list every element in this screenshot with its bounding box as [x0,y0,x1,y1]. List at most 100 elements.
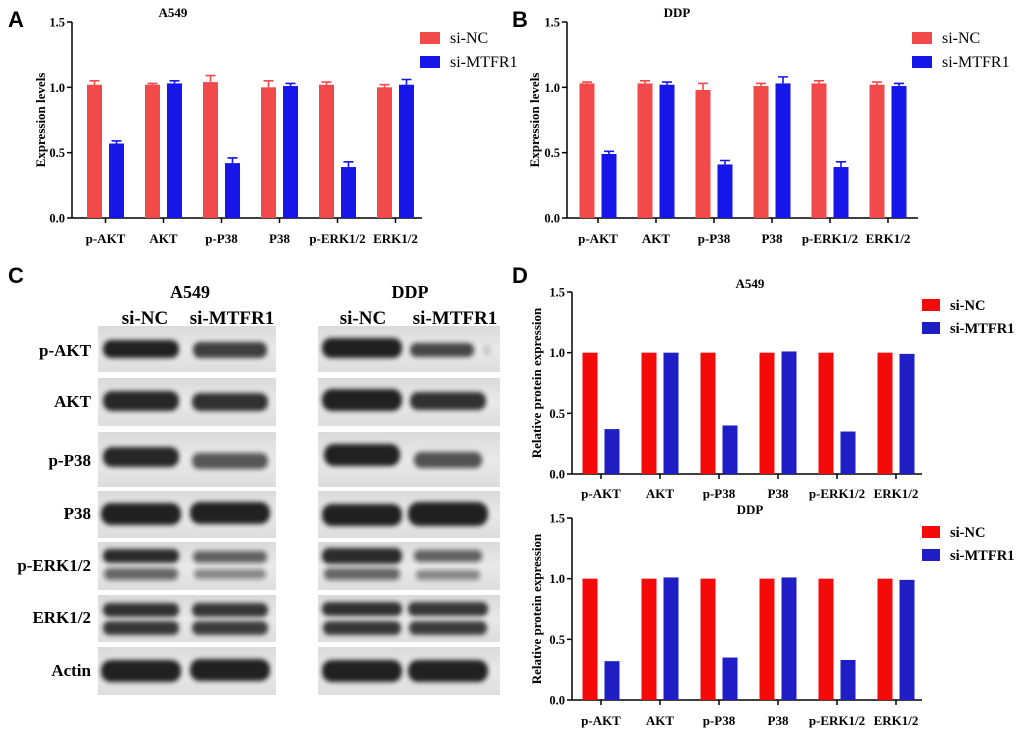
blot-band-a549-si-nc-akt [103,391,179,411]
x-tick-label-p-akt: p-AKT [578,231,618,246]
bar-si-mtfr1-p38 [283,86,298,218]
legend-label-si-mtfr1: si-MTFR1 [450,54,518,71]
x-tick-label-p-p38: p-P38 [205,231,238,246]
y-tick-label: 1.5 [549,286,565,300]
x-tick-label-p38: P38 [768,713,789,728]
blot-band-a549-si-mtfr1-p-erk1-2 [194,569,266,579]
bar-si-mtfr1-p-erk1-2 [833,167,849,218]
bar-si-mtfr1-p-erk1-2 [840,659,856,700]
bar-si-mtfr1-erk1-2 [399,84,414,218]
error-bar-si-nc-p-akt [582,81,592,84]
legend-label-si-mtfr1: si-MTFR1 [950,321,1014,337]
blot-band-ddp-si-nc-actin [322,660,402,682]
error-bar-si-mtfr1-erk1-2 [401,78,412,85]
y-axis-label: Expression levels [527,73,542,168]
legend-swatch-si-mtfr1 [922,549,940,561]
blot-band-a549-si-mtfr1-actin [190,659,270,681]
bar-si-nc-akt [641,352,657,474]
error-bar-si-nc-erk1-2 [872,81,882,85]
y-tick-label: 0.5 [549,633,565,647]
bar-si-nc-akt [145,84,160,218]
y-tick-label: 0.0 [549,694,565,708]
error-bar-si-mtfr1-p-p38 [227,157,238,164]
error-bar-si-nc-akt [640,80,650,84]
western-blot-panel: A549 DDP si-NC si-MTFR1 si-NC si-MTFR1 p… [17,282,500,695]
y-tick-label: 1.5 [544,16,560,30]
blot-row-label-akt: AKT [54,392,92,411]
blot-lane-label-ddp-si-nc: si-NC [340,308,386,329]
blot-band-a549-si-mtfr1-p-erk1-2 [193,551,267,563]
legend-swatch-si-mtfr1 [922,322,940,334]
expression-chart-a549: 0.0 0.5 1.0 1.5 p-AKT AKT p-P38 P38 p-ERK1/2 ERK1… [33,5,518,246]
bar-si-nc-p-erk1-2 [818,352,834,474]
blot-lane-label-a549-si-mtfr1: si-MTFR1 [190,308,274,329]
blot-band-ddp-si-mtfr1-p-p38 [414,452,482,468]
blot-band-a549-si-nc-p38 [101,503,181,525]
blot-band-ddp-si-nc-p38 [322,504,402,526]
bar-si-mtfr1-erk1-2 [891,86,907,218]
blot-band-a549-si-nc-p-erk1-2 [104,568,178,580]
x-tick-label-akt: AKT [646,713,675,728]
panel-label-d: D [512,263,528,288]
blot-band-ddp-si-mtfr1-akt [410,392,486,410]
legend-label-si-nc: si-NC [950,525,985,541]
bar-si-nc-p-p38 [695,89,711,219]
error-bar-si-mtfr1-p38 [285,82,296,87]
blot-band-ddp-si-nc-p-erk1-2 [322,548,402,564]
bar-si-nc-akt [637,83,653,218]
x-tick-label-erk1-2: ERK1/2 [373,231,418,246]
error-bar-si-mtfr1-akt [169,80,180,84]
x-tick-label-erk1-2: ERK1/2 [874,713,919,728]
x-tick-label-p-akt: p-AKT [581,486,621,501]
bar-si-nc-akt [641,578,657,700]
chart-title: DDP [737,502,764,517]
blot-rows: p-AKT AKT p-P38 P38 p-ERK1/2 ERK1/2 Actin [17,326,500,695]
bar-si-mtfr1-p-p38 [225,163,240,218]
bar-si-mtfr1-p38 [781,351,797,474]
blot-band-ddp-si-mtfr1-erk1-2 [408,602,488,616]
x-tick-label-p-p38: p-P38 [703,713,736,728]
chart-title: A549 [736,276,765,291]
error-bar-si-nc-p-erk1-2 [321,81,332,85]
blot-band-ddp-si-mtfr1-p-akt [483,345,491,355]
y-axis-label: Relative protein expression [529,307,544,458]
error-bar-si-nc-p-akt [89,80,100,85]
panel-label-a: A [8,7,24,32]
legend-swatch-si-mtfr1 [912,56,932,68]
error-bar-si-mtfr1-p-erk1-2 [343,161,354,168]
bar-si-mtfr1-p-akt [109,143,124,218]
blot-row-label-p-erk1-2: p-ERK1/2 [17,556,91,575]
bar-si-nc-p-akt [579,83,595,218]
bar-si-mtfr1-p-erk1-2 [840,431,856,474]
bar-si-nc-p38 [753,86,769,218]
panel-label-b: B [512,7,528,32]
blot-band-ddp-si-mtfr1-erk1-2 [409,621,487,635]
y-tick-label: 1.5 [549,512,565,526]
legend-label-si-nc: si-NC [950,298,985,314]
y-axis-label: Expression levels [33,73,48,168]
bar-si-nc-erk1-2 [877,352,893,474]
protein-chart-a549: 0.0 0.5 1.0 1.5 p-AKT AKT p-P38 P38 p-ERK1/2 ERK1… [529,276,1014,501]
error-bar-si-mtfr1-p-akt [604,150,614,154]
x-tick-label-akt: AKT [646,486,675,501]
blot-band-a549-si-nc-p-akt [103,340,179,358]
bar-si-nc-p-erk1-2 [818,578,834,700]
legend-swatch-si-nc [922,299,940,311]
blot-band-a549-si-nc-p-erk1-2 [103,549,179,563]
bar-si-mtfr1-p-akt [601,153,617,218]
y-tick-label: 1.0 [549,572,565,586]
bar-si-nc-erk1-2 [377,87,392,218]
blot-band-ddp-si-nc-p-erk1-2 [324,568,400,580]
blot-band-ddp-si-nc-akt [322,389,402,411]
blot-row-label-p-p38: p-P38 [49,451,92,470]
x-tick-label-p-erk1-2: p-ERK1/2 [809,713,865,728]
expression-chart-ddp: 0.0 0.5 1.0 1.5 p-AKT AKT p-P38 P38 p-ERK1/2 ERK1… [527,5,1010,246]
bar-si-mtfr1-erk1-2 [899,579,915,700]
x-tick-label-p38: P38 [269,231,290,246]
chart-title: DDP [664,5,691,20]
bar-si-nc-p-p38 [203,82,218,219]
bar-si-nc-p-akt [582,578,598,700]
blot-band-a549-si-nc-erk1-2 [103,603,179,617]
legend-label-si-nc: si-NC [942,30,980,47]
error-bar-si-mtfr1-p38 [778,76,788,84]
